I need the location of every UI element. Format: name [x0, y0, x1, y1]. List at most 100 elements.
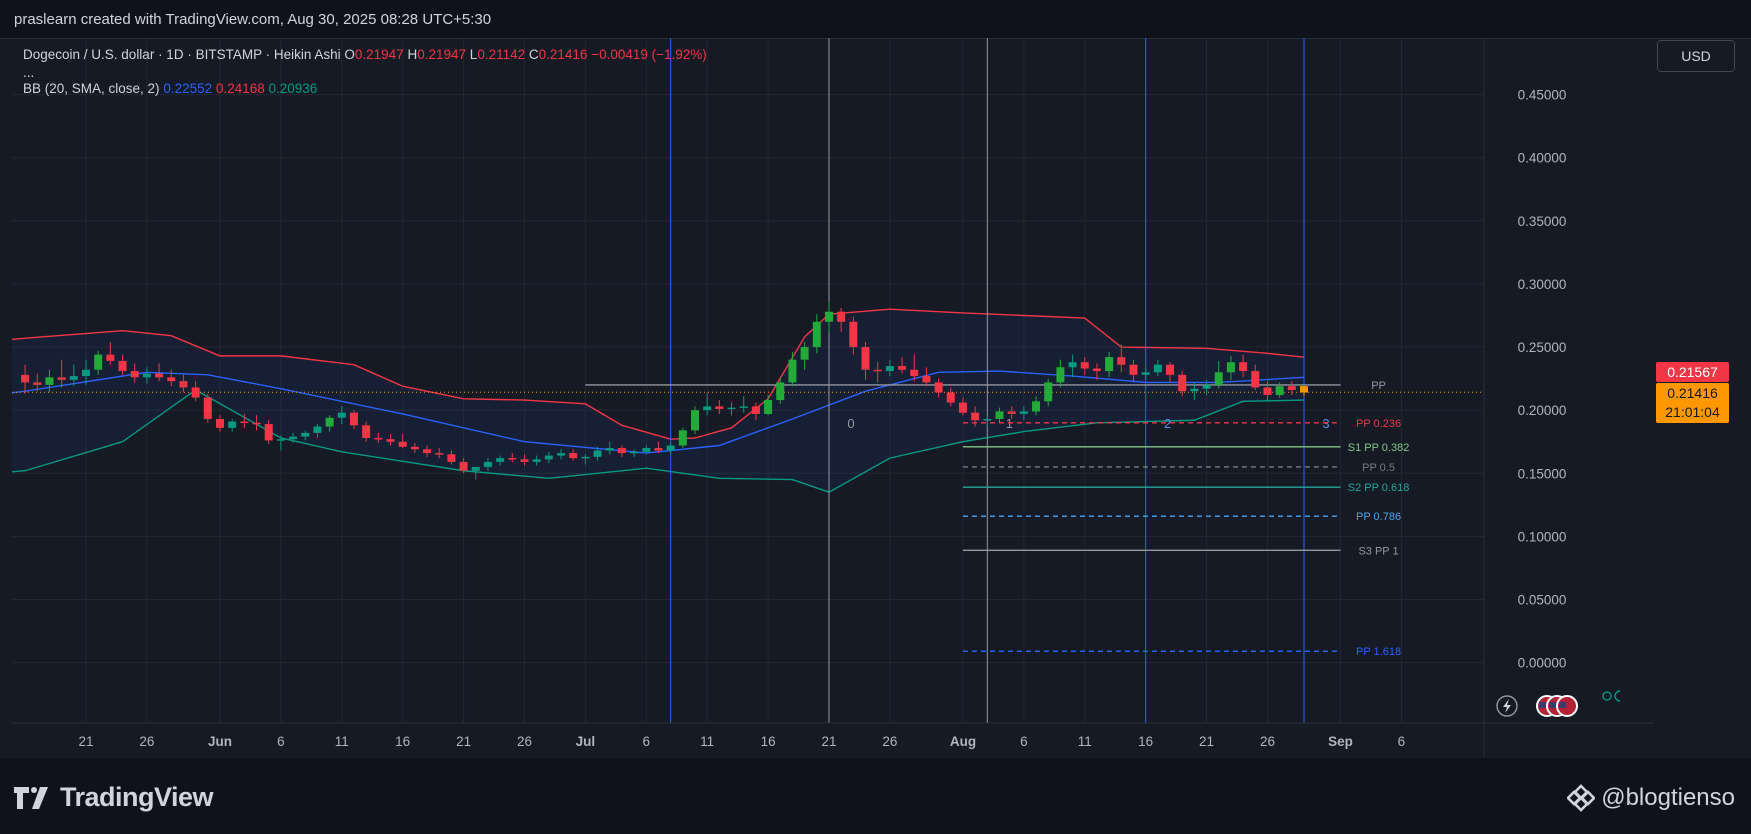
candle-body[interactable]: [605, 448, 614, 451]
candle-body[interactable]: [958, 402, 967, 413]
candle-body[interactable]: [691, 410, 699, 431]
bb-indicator-label[interactable]: BB (20, SMA, close, 2): [23, 81, 160, 96]
candle-body[interactable]: [313, 426, 322, 433]
candle-body[interactable]: [21, 374, 30, 383]
candle-body[interactable]: [508, 458, 517, 460]
candle-body[interactable]: [1032, 401, 1041, 412]
tradingview-logo[interactable]: TradingView: [14, 782, 214, 813]
candle-body[interactable]: [325, 417, 334, 427]
candle-body[interactable]: [1044, 382, 1053, 402]
lightning-icon[interactable]: [1496, 695, 1518, 717]
candle-body[interactable]: [374, 437, 383, 440]
candle-body[interactable]: [946, 392, 955, 403]
candle-body[interactable]: [983, 418, 992, 421]
candle-body[interactable]: [1141, 372, 1150, 375]
candle-body[interactable]: [33, 382, 42, 385]
candle-body[interactable]: [179, 381, 188, 388]
candle-body[interactable]: [885, 365, 894, 372]
candle-body[interactable]: [362, 425, 371, 438]
candle-body[interactable]: [727, 407, 736, 410]
chart-tools[interactable]: [1496, 690, 1621, 717]
candle-body[interactable]: [435, 453, 444, 455]
candle-body[interactable]: [1092, 368, 1101, 372]
candle-body[interactable]: [1019, 411, 1028, 414]
candle-body[interactable]: [922, 376, 931, 383]
candle-body[interactable]: [228, 421, 237, 428]
candle-body[interactable]: [118, 360, 127, 372]
candle-body[interactable]: [1117, 357, 1126, 365]
candle-body[interactable]: [557, 453, 566, 456]
candle-body[interactable]: [898, 365, 907, 370]
currency-selector[interactable]: USD: [1657, 40, 1735, 72]
candle-body[interactable]: [569, 453, 578, 459]
candle-body[interactable]: [1202, 384, 1211, 389]
candle-body[interactable]: [1275, 386, 1284, 396]
candle-body[interactable]: [167, 377, 176, 382]
candle-body[interactable]: [703, 406, 712, 411]
candle-body[interactable]: [873, 369, 882, 372]
candle-body[interactable]: [203, 397, 212, 419]
candle-body[interactable]: [398, 441, 407, 447]
candle-body[interactable]: [1300, 386, 1308, 393]
candle-body[interactable]: [849, 321, 858, 348]
candle-body[interactable]: [252, 422, 261, 425]
candle-body[interactable]: [995, 411, 1004, 419]
candle-body[interactable]: [155, 373, 164, 378]
legend-more-button[interactable]: ...: [23, 65, 35, 80]
candle-body[interactable]: [386, 439, 395, 442]
candle-body[interactable]: [1007, 411, 1016, 414]
candle-body[interactable]: [1263, 387, 1272, 396]
candle-body[interactable]: [544, 455, 553, 460]
candle-body[interactable]: [1190, 388, 1199, 392]
candle-body[interactable]: [630, 451, 639, 454]
candle-body[interactable]: [824, 311, 833, 322]
candles[interactable]: [21, 301, 1308, 480]
candle-body[interactable]: [459, 461, 468, 471]
candle-body[interactable]: [276, 439, 285, 441]
candle-body[interactable]: [800, 347, 809, 360]
candle-body[interactable]: [1214, 372, 1223, 385]
candle-body[interactable]: [837, 311, 846, 322]
candle-body[interactable]: [471, 466, 480, 471]
candle-body[interactable]: [301, 432, 310, 437]
candle-body[interactable]: [45, 377, 54, 385]
candle-body[interactable]: [593, 450, 602, 457]
candle-body[interactable]: [532, 459, 541, 462]
candle-body[interactable]: [1178, 374, 1187, 392]
candle-body[interactable]: [812, 321, 821, 348]
candle-body[interactable]: [264, 424, 273, 441]
candle-body[interactable]: [447, 454, 456, 462]
candle-body[interactable]: [642, 448, 651, 452]
candle-body[interactable]: [678, 430, 687, 446]
candle-body[interactable]: [788, 359, 797, 383]
candle-body[interactable]: [215, 418, 224, 428]
economic-events-icon[interactable]: [1536, 695, 1578, 717]
candle-body[interactable]: [130, 371, 139, 378]
candle-body[interactable]: [1287, 386, 1296, 390]
candle-body[interactable]: [94, 354, 103, 370]
candle-body[interactable]: [1056, 367, 1065, 383]
candle-body[interactable]: [715, 406, 724, 409]
candle-body[interactable]: [1105, 357, 1114, 372]
candle-body[interactable]: [1239, 362, 1248, 372]
candle-body[interactable]: [764, 400, 773, 414]
candle-body[interactable]: [82, 369, 90, 377]
candle-body[interactable]: [337, 412, 346, 418]
candle-body[interactable]: [1129, 364, 1138, 375]
candle-body[interactable]: [751, 406, 760, 414]
time-axis[interactable]: 6 21 26 Jun 6 11 16 21 26 Jul 6 11 16 21 26 Aug 6 11 16 21 2…: [0, 722, 1654, 749]
candle-body[interactable]: [1080, 362, 1089, 369]
candle-body[interactable]: [861, 347, 870, 370]
candle-body[interactable]: [1251, 371, 1260, 388]
candle-body[interactable]: [739, 406, 748, 408]
candle-body[interactable]: [191, 387, 200, 398]
candle-body[interactable]: [1166, 364, 1175, 375]
candle-body[interactable]: [1068, 362, 1077, 368]
candle-body[interactable]: [971, 412, 980, 421]
candle-body[interactable]: [910, 369, 919, 377]
price-axis[interactable]: 0.45000 0.40000 0.35000 0.30000 0.25000 0.200…: [1483, 38, 1566, 759]
candle-body[interactable]: [289, 436, 298, 440]
candle-body[interactable]: [240, 421, 249, 424]
candle-body[interactable]: [410, 446, 419, 450]
